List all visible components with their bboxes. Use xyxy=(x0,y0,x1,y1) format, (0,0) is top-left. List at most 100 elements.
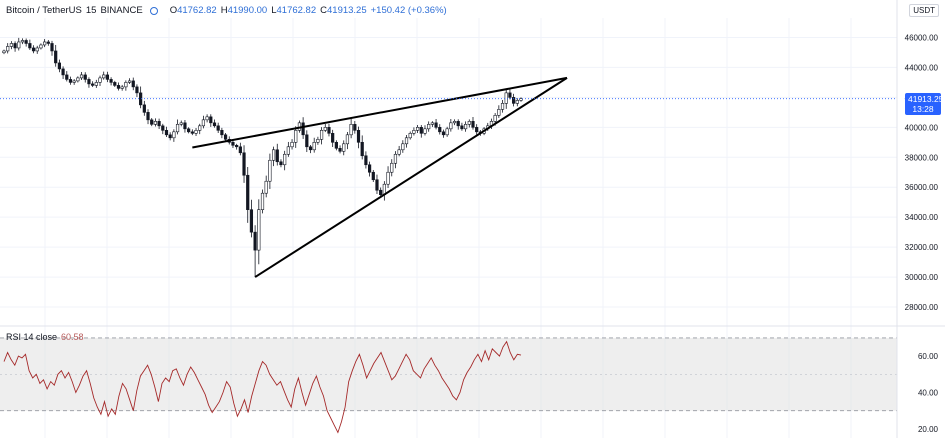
candle-body xyxy=(24,40,28,44)
candle-body xyxy=(183,122,187,130)
price-tick-label: 30000.00 xyxy=(905,273,939,282)
bar-countdown: 13:28 xyxy=(912,103,934,114)
candles xyxy=(2,37,523,278)
candle-body xyxy=(46,41,50,44)
rsi-label[interactable]: RSI 14 close xyxy=(6,332,58,342)
candle-body xyxy=(275,149,279,163)
close-label: C xyxy=(320,5,327,16)
candle-body xyxy=(427,124,431,130)
candle-body xyxy=(87,79,91,85)
candle-body xyxy=(397,149,401,155)
candle-body xyxy=(334,141,338,149)
candle-body xyxy=(279,161,283,166)
candle-body xyxy=(168,134,172,139)
candle-body xyxy=(452,121,457,124)
candle-body xyxy=(464,124,468,130)
candle-body xyxy=(260,192,265,210)
candle-body xyxy=(390,162,394,173)
price-tick-label: 36000.00 xyxy=(905,183,939,192)
candle-body xyxy=(504,92,508,104)
last-price: 41913.25 xyxy=(908,93,944,104)
currency-button[interactable]: USDT xyxy=(909,4,939,17)
candle-body xyxy=(515,100,519,104)
candle-body xyxy=(415,127,420,131)
price-tick-label: 32000.00 xyxy=(905,243,939,252)
candle-body xyxy=(460,125,464,130)
candle-body xyxy=(286,146,290,155)
candle-body xyxy=(386,171,390,185)
candle-body xyxy=(467,121,471,125)
open-label: O xyxy=(169,5,178,16)
candle-body xyxy=(43,41,47,46)
candle-body xyxy=(209,116,213,124)
candle-body xyxy=(408,133,412,139)
candle-body xyxy=(220,130,224,136)
candle-body xyxy=(268,159,272,182)
candle-body xyxy=(323,127,327,131)
candle-body xyxy=(116,85,121,89)
candle-body xyxy=(356,130,361,143)
candle-body xyxy=(253,231,257,251)
candle-body xyxy=(146,112,150,121)
close-value: 41913.25 xyxy=(327,5,367,16)
candle-body xyxy=(6,46,10,52)
candle-body xyxy=(312,141,316,151)
candle-body xyxy=(412,130,416,134)
candle-body xyxy=(238,146,242,154)
candle-body xyxy=(9,43,13,47)
price-tick-label: 28000.00 xyxy=(905,303,939,312)
interval[interactable]: 15 xyxy=(85,5,97,16)
candle-body xyxy=(353,124,357,131)
candle-body xyxy=(301,122,305,136)
price-tick-label: 40000.00 xyxy=(905,123,939,132)
candle-body xyxy=(79,74,84,79)
change-value: +150.42 (+0.36%) xyxy=(370,5,447,16)
candle-body xyxy=(20,40,25,43)
candle-body xyxy=(102,74,106,79)
candle-body xyxy=(271,149,276,161)
candle-body xyxy=(120,86,124,89)
symbol-legend: Bitcoin / TetherUS 15 BINANCE O 41762.82 … xyxy=(6,5,447,16)
candle-body xyxy=(283,153,287,166)
candle-body xyxy=(519,98,523,101)
candle-body xyxy=(401,143,405,151)
symbol-name[interactable]: Bitcoin / TetherUS xyxy=(6,5,82,16)
candle-body xyxy=(190,131,194,134)
rsi-series xyxy=(3,340,522,434)
candle-body xyxy=(331,133,335,143)
candle-body xyxy=(68,79,73,83)
candle-body xyxy=(124,82,128,88)
candle-body xyxy=(157,121,161,127)
candle-body xyxy=(456,121,460,127)
candle-body xyxy=(161,125,165,131)
candle-body xyxy=(131,80,135,88)
high-label: H xyxy=(220,5,228,16)
candle-body xyxy=(223,134,228,140)
rsi-band xyxy=(0,337,897,412)
candle-body xyxy=(419,127,423,134)
candle-body xyxy=(72,80,76,83)
trendlines xyxy=(192,76,568,278)
candle-body xyxy=(367,164,372,173)
candle-body xyxy=(438,127,442,133)
candle-body xyxy=(441,131,446,136)
candle-body xyxy=(371,171,375,181)
candle-body xyxy=(83,74,87,80)
candle-body xyxy=(434,122,438,128)
candle-body xyxy=(164,130,169,136)
candle-body xyxy=(500,103,505,110)
rsi-tick-label: 60.00 xyxy=(918,352,939,361)
candle-body xyxy=(142,104,146,113)
candle-body xyxy=(57,62,61,70)
candle-body xyxy=(338,147,342,152)
candle-body xyxy=(430,122,434,125)
candle-body xyxy=(294,130,298,143)
candle-body xyxy=(246,174,250,210)
candle-body xyxy=(512,97,516,104)
rsi-value: 60.58 xyxy=(61,332,84,342)
candle-body xyxy=(175,124,180,133)
price-tick-label: 44000.00 xyxy=(905,63,939,72)
status-dot-icon xyxy=(149,6,158,15)
